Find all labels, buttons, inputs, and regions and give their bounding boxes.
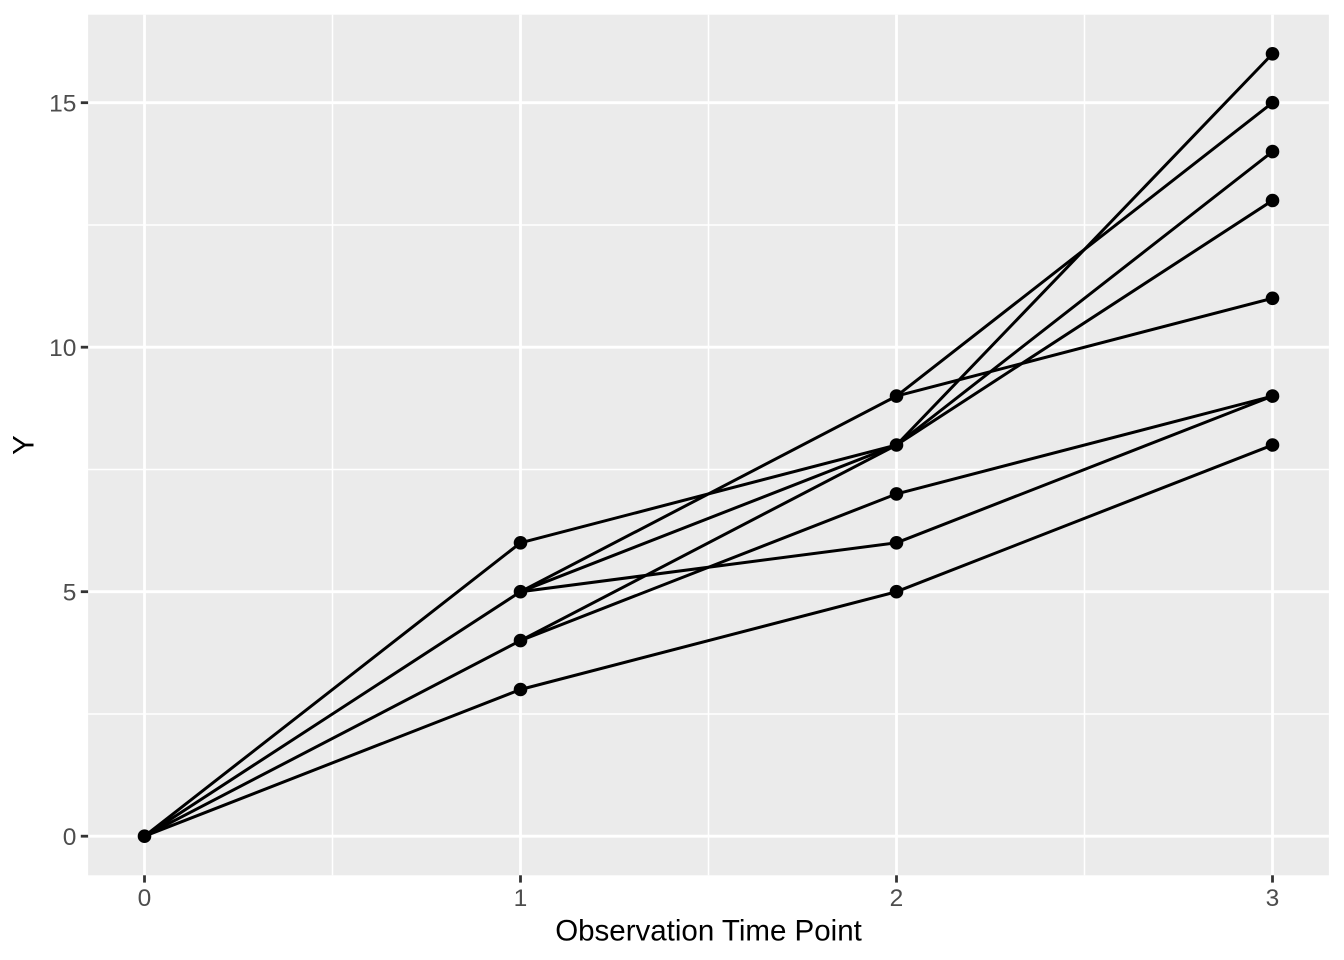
svg-text:5: 5 — [63, 580, 77, 607]
svg-text:3: 3 — [1266, 885, 1280, 912]
svg-text:Observation Time Point: Observation Time Point — [555, 914, 862, 947]
svg-text:Y: Y — [8, 435, 41, 455]
svg-text:0: 0 — [138, 885, 152, 912]
svg-text:2: 2 — [890, 885, 904, 912]
svg-text:1: 1 — [514, 885, 528, 912]
svg-text:15: 15 — [49, 91, 76, 118]
svg-text:0: 0 — [63, 824, 77, 851]
svg-text:10: 10 — [49, 335, 76, 362]
